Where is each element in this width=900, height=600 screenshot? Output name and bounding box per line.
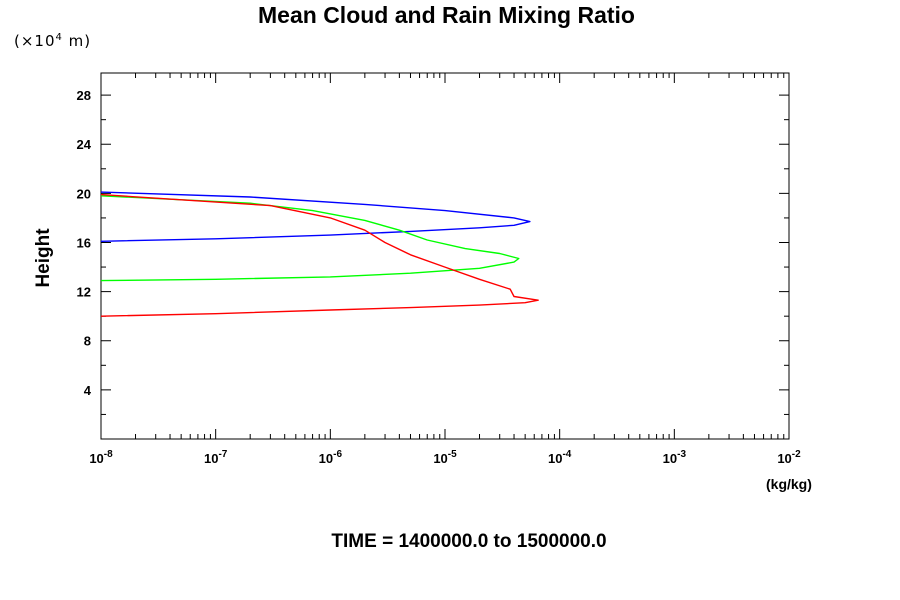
y-tick-label: 16 [77, 235, 91, 250]
y-tick-label: 28 [77, 88, 91, 103]
y-tick-label: 24 [77, 137, 92, 152]
y-unit-exponent: 4 [55, 32, 63, 43]
y-tick-label: 12 [77, 285, 91, 300]
x-tick-label: 10-2 [777, 449, 801, 466]
x-tick-label: 10-4 [548, 449, 572, 466]
y-tick-label: 8 [84, 334, 91, 349]
x-tick-label: 10-6 [319, 449, 343, 466]
y-tick-label: 4 [84, 383, 92, 398]
y-unit-suffix: m) [62, 32, 92, 50]
y-tick-label: 20 [77, 186, 91, 201]
x-axis-unit: (kg/kg) [766, 476, 812, 492]
time-range-label: TIME = 1400000.0 to 1500000.0 [0, 531, 900, 553]
x-tick-label: 10-3 [663, 449, 687, 466]
time-range-text: TIME = 1400000.0 to 1500000.0 [331, 531, 607, 552]
series-line-1 [100, 191, 531, 242]
x-tick-label: 10-8 [89, 449, 113, 466]
plot-frame [100, 72, 790, 440]
y-unit-prefix: (×10 [14, 32, 56, 50]
y-axis-unit: (×104 m) [14, 32, 91, 50]
chart-title: Mean Cloud and Rain Mixing Ratio [258, 2, 635, 28]
x-tick-label: 10-7 [204, 449, 228, 466]
series-line-3 [100, 193, 539, 317]
x-tick-label: 10-5 [433, 449, 457, 466]
series-line-2 [100, 195, 520, 282]
